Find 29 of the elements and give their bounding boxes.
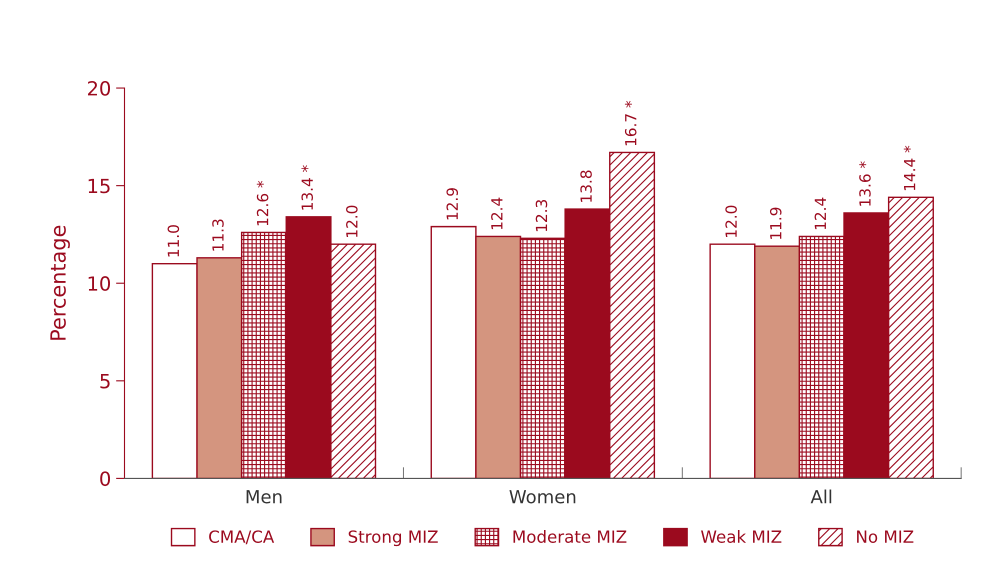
data-label: 14.4 * <box>904 146 916 190</box>
legend-label: CMA/CA <box>209 530 274 544</box>
data-label: 13.6 * <box>859 161 871 206</box>
x-tick-label: Men <box>246 490 282 504</box>
y-axis-title: Percentage <box>50 226 70 340</box>
y-tick-label: 15 <box>88 178 110 194</box>
y-tick-label: 10 <box>88 276 110 291</box>
data-label: 12.4 <box>814 198 826 230</box>
data-label: 13.8 <box>580 170 592 202</box>
data-label: 16.7 * <box>624 100 636 146</box>
data-label: 11.3 <box>212 220 224 251</box>
data-label: 12.4 <box>491 198 502 230</box>
x-tick-label: All <box>810 490 832 504</box>
data-label: 13.4 * <box>301 165 313 210</box>
data-label: 12.3 <box>536 200 548 232</box>
legend-label: No MIZ <box>857 530 914 543</box>
legend-label: Strong MIZ <box>348 530 438 546</box>
data-label: 12.6 * <box>256 180 268 226</box>
y-tick-label: 20 <box>88 81 110 96</box>
y-tick-label: 0 <box>100 471 110 486</box>
legend-label: Weak MIZ <box>701 530 782 543</box>
data-label: 12.0 <box>725 206 737 237</box>
data-label: 12.0 <box>346 206 358 237</box>
data-label: 12.9 <box>446 188 458 220</box>
data-label: 11.9 <box>770 208 782 239</box>
legend-label: Moderate MIZ <box>514 530 626 543</box>
y-tick-label: 5 <box>100 374 110 388</box>
x-tick-label: Women <box>509 490 576 504</box>
data-label: 11.0 <box>168 225 180 256</box>
